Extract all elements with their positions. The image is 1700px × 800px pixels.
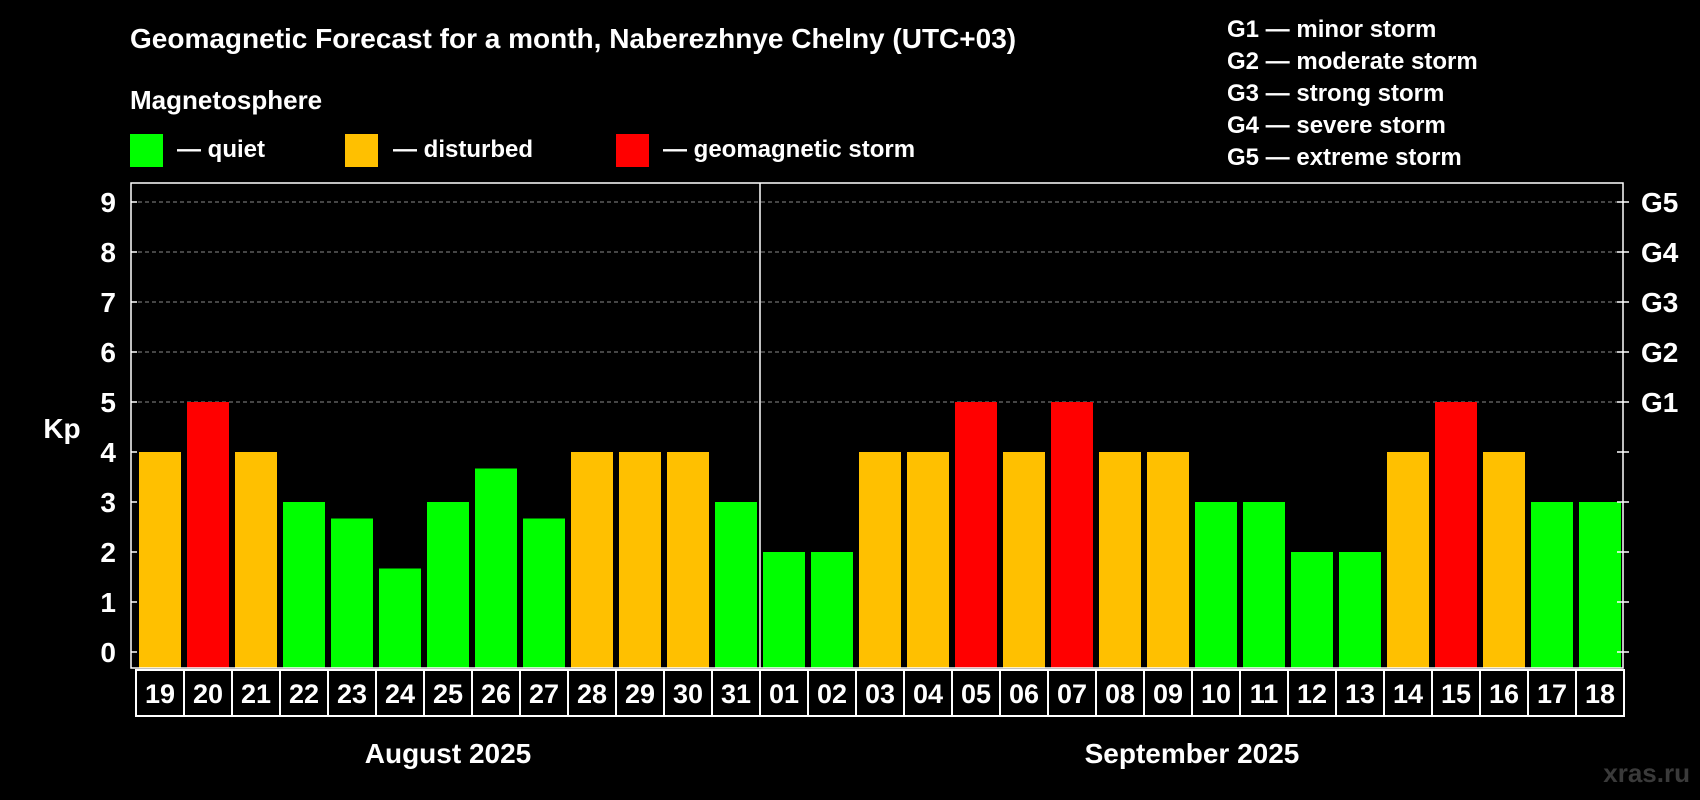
chart-title: Geomagnetic Forecast for a month, Nabere… — [130, 23, 1016, 54]
x-tick-label: 14 — [1393, 679, 1423, 709]
bar — [379, 568, 421, 668]
storm-scale-g5: G5 — extreme storm — [1227, 144, 1462, 171]
bar — [571, 452, 613, 668]
date-row — [135, 669, 1625, 717]
storm-scale-g1: G1 — minor storm — [1227, 16, 1436, 43]
bar — [1147, 452, 1189, 668]
y-tick-label: 5 — [100, 387, 116, 418]
y-tick-label: 4 — [100, 437, 116, 468]
y-tick-label: 9 — [100, 187, 116, 218]
bar — [955, 402, 997, 668]
bar — [1051, 402, 1093, 668]
bar — [1099, 452, 1141, 668]
y-tick-label: 1 — [100, 587, 116, 618]
month-label: September 2025 — [1085, 738, 1300, 769]
x-tick-label: 19 — [145, 679, 175, 709]
y-tick-label: 6 — [100, 337, 116, 368]
bar — [427, 502, 469, 668]
x-tick-label: 10 — [1201, 679, 1231, 709]
bar — [1387, 452, 1429, 668]
bar — [475, 468, 517, 668]
x-tick-label: 13 — [1345, 679, 1375, 709]
bar — [139, 452, 181, 668]
bar — [1291, 552, 1333, 668]
legend-swatch-storm — [616, 134, 649, 167]
g-level-label: G2 — [1641, 337, 1678, 368]
bar — [811, 552, 853, 668]
x-tick-label: 02 — [817, 679, 847, 709]
x-tick-label: 09 — [1153, 679, 1183, 709]
y-tick-label: 0 — [100, 637, 116, 668]
legend-label-quiet: — quiet — [177, 136, 265, 163]
bar — [523, 518, 565, 668]
x-tick-label: 20 — [193, 679, 223, 709]
storm-scale-g4: G4 — severe storm — [1227, 112, 1446, 139]
g-level-label: G5 — [1641, 187, 1678, 218]
x-tick-label: 28 — [577, 679, 607, 709]
x-tick-label: 21 — [241, 679, 271, 709]
bar — [1339, 552, 1381, 668]
bar — [667, 452, 709, 668]
x-tick-label: 26 — [481, 679, 511, 709]
bar — [1195, 502, 1237, 668]
bar — [763, 552, 805, 668]
x-tick-label: 01 — [769, 679, 799, 709]
x-tick-label: 22 — [289, 679, 319, 709]
g-level-label: G4 — [1641, 237, 1679, 268]
x-tick-label: 24 — [385, 679, 415, 709]
x-tick-label: 05 — [961, 679, 991, 709]
bar — [1435, 402, 1477, 668]
bar — [1003, 452, 1045, 668]
bar — [1531, 502, 1573, 668]
x-tick-label: 27 — [529, 679, 559, 709]
x-tick-label: 03 — [865, 679, 895, 709]
y-tick-label: 3 — [100, 487, 116, 518]
legend-title: Magnetosphere — [130, 85, 322, 115]
x-tick-label: 31 — [721, 679, 751, 709]
x-tick-label: 25 — [433, 679, 463, 709]
storm-scale-g2: G2 — moderate storm — [1227, 48, 1478, 75]
x-tick-label: 11 — [1250, 679, 1279, 709]
x-tick-label: 29 — [625, 679, 655, 709]
bar — [283, 502, 325, 668]
legend-label-storm: — geomagnetic storm — [663, 136, 915, 163]
x-tick-label: 30 — [673, 679, 703, 709]
x-tick-label: 07 — [1057, 679, 1087, 709]
x-tick-label: 18 — [1585, 679, 1615, 709]
bar — [1579, 502, 1621, 668]
legend-swatch-quiet — [130, 134, 163, 167]
legend-label-disturbed: — disturbed — [393, 136, 533, 163]
bar — [1243, 502, 1285, 668]
x-tick-label: 06 — [1009, 679, 1039, 709]
y-tick-label: 7 — [100, 287, 116, 318]
y-axis-label: Kp — [43, 413, 80, 444]
legend-swatch-disturbed — [345, 134, 378, 167]
x-tick-label: 16 — [1489, 679, 1519, 709]
bar — [331, 518, 373, 668]
watermark: xras.ru — [1603, 758, 1690, 788]
x-tick-label: 08 — [1105, 679, 1135, 709]
bar — [715, 502, 757, 668]
bar — [859, 452, 901, 668]
x-tick-label: 23 — [337, 679, 367, 709]
bar — [907, 452, 949, 668]
month-label: August 2025 — [365, 738, 532, 769]
bar — [187, 402, 229, 668]
g-level-label: G1 — [1641, 387, 1678, 418]
x-tick-label: 12 — [1297, 679, 1327, 709]
plot-frame — [130, 182, 1624, 669]
bar — [235, 452, 277, 668]
storm-scale-g3: G3 — strong storm — [1227, 80, 1444, 107]
x-tick-label: 04 — [913, 679, 943, 709]
bar — [1483, 452, 1525, 668]
y-tick-label: 8 — [100, 237, 116, 268]
y-tick-label: 2 — [100, 537, 116, 568]
x-tick-label: 15 — [1441, 679, 1471, 709]
x-tick-label: 17 — [1537, 679, 1567, 709]
bar — [619, 452, 661, 668]
g-level-label: G3 — [1641, 287, 1678, 318]
